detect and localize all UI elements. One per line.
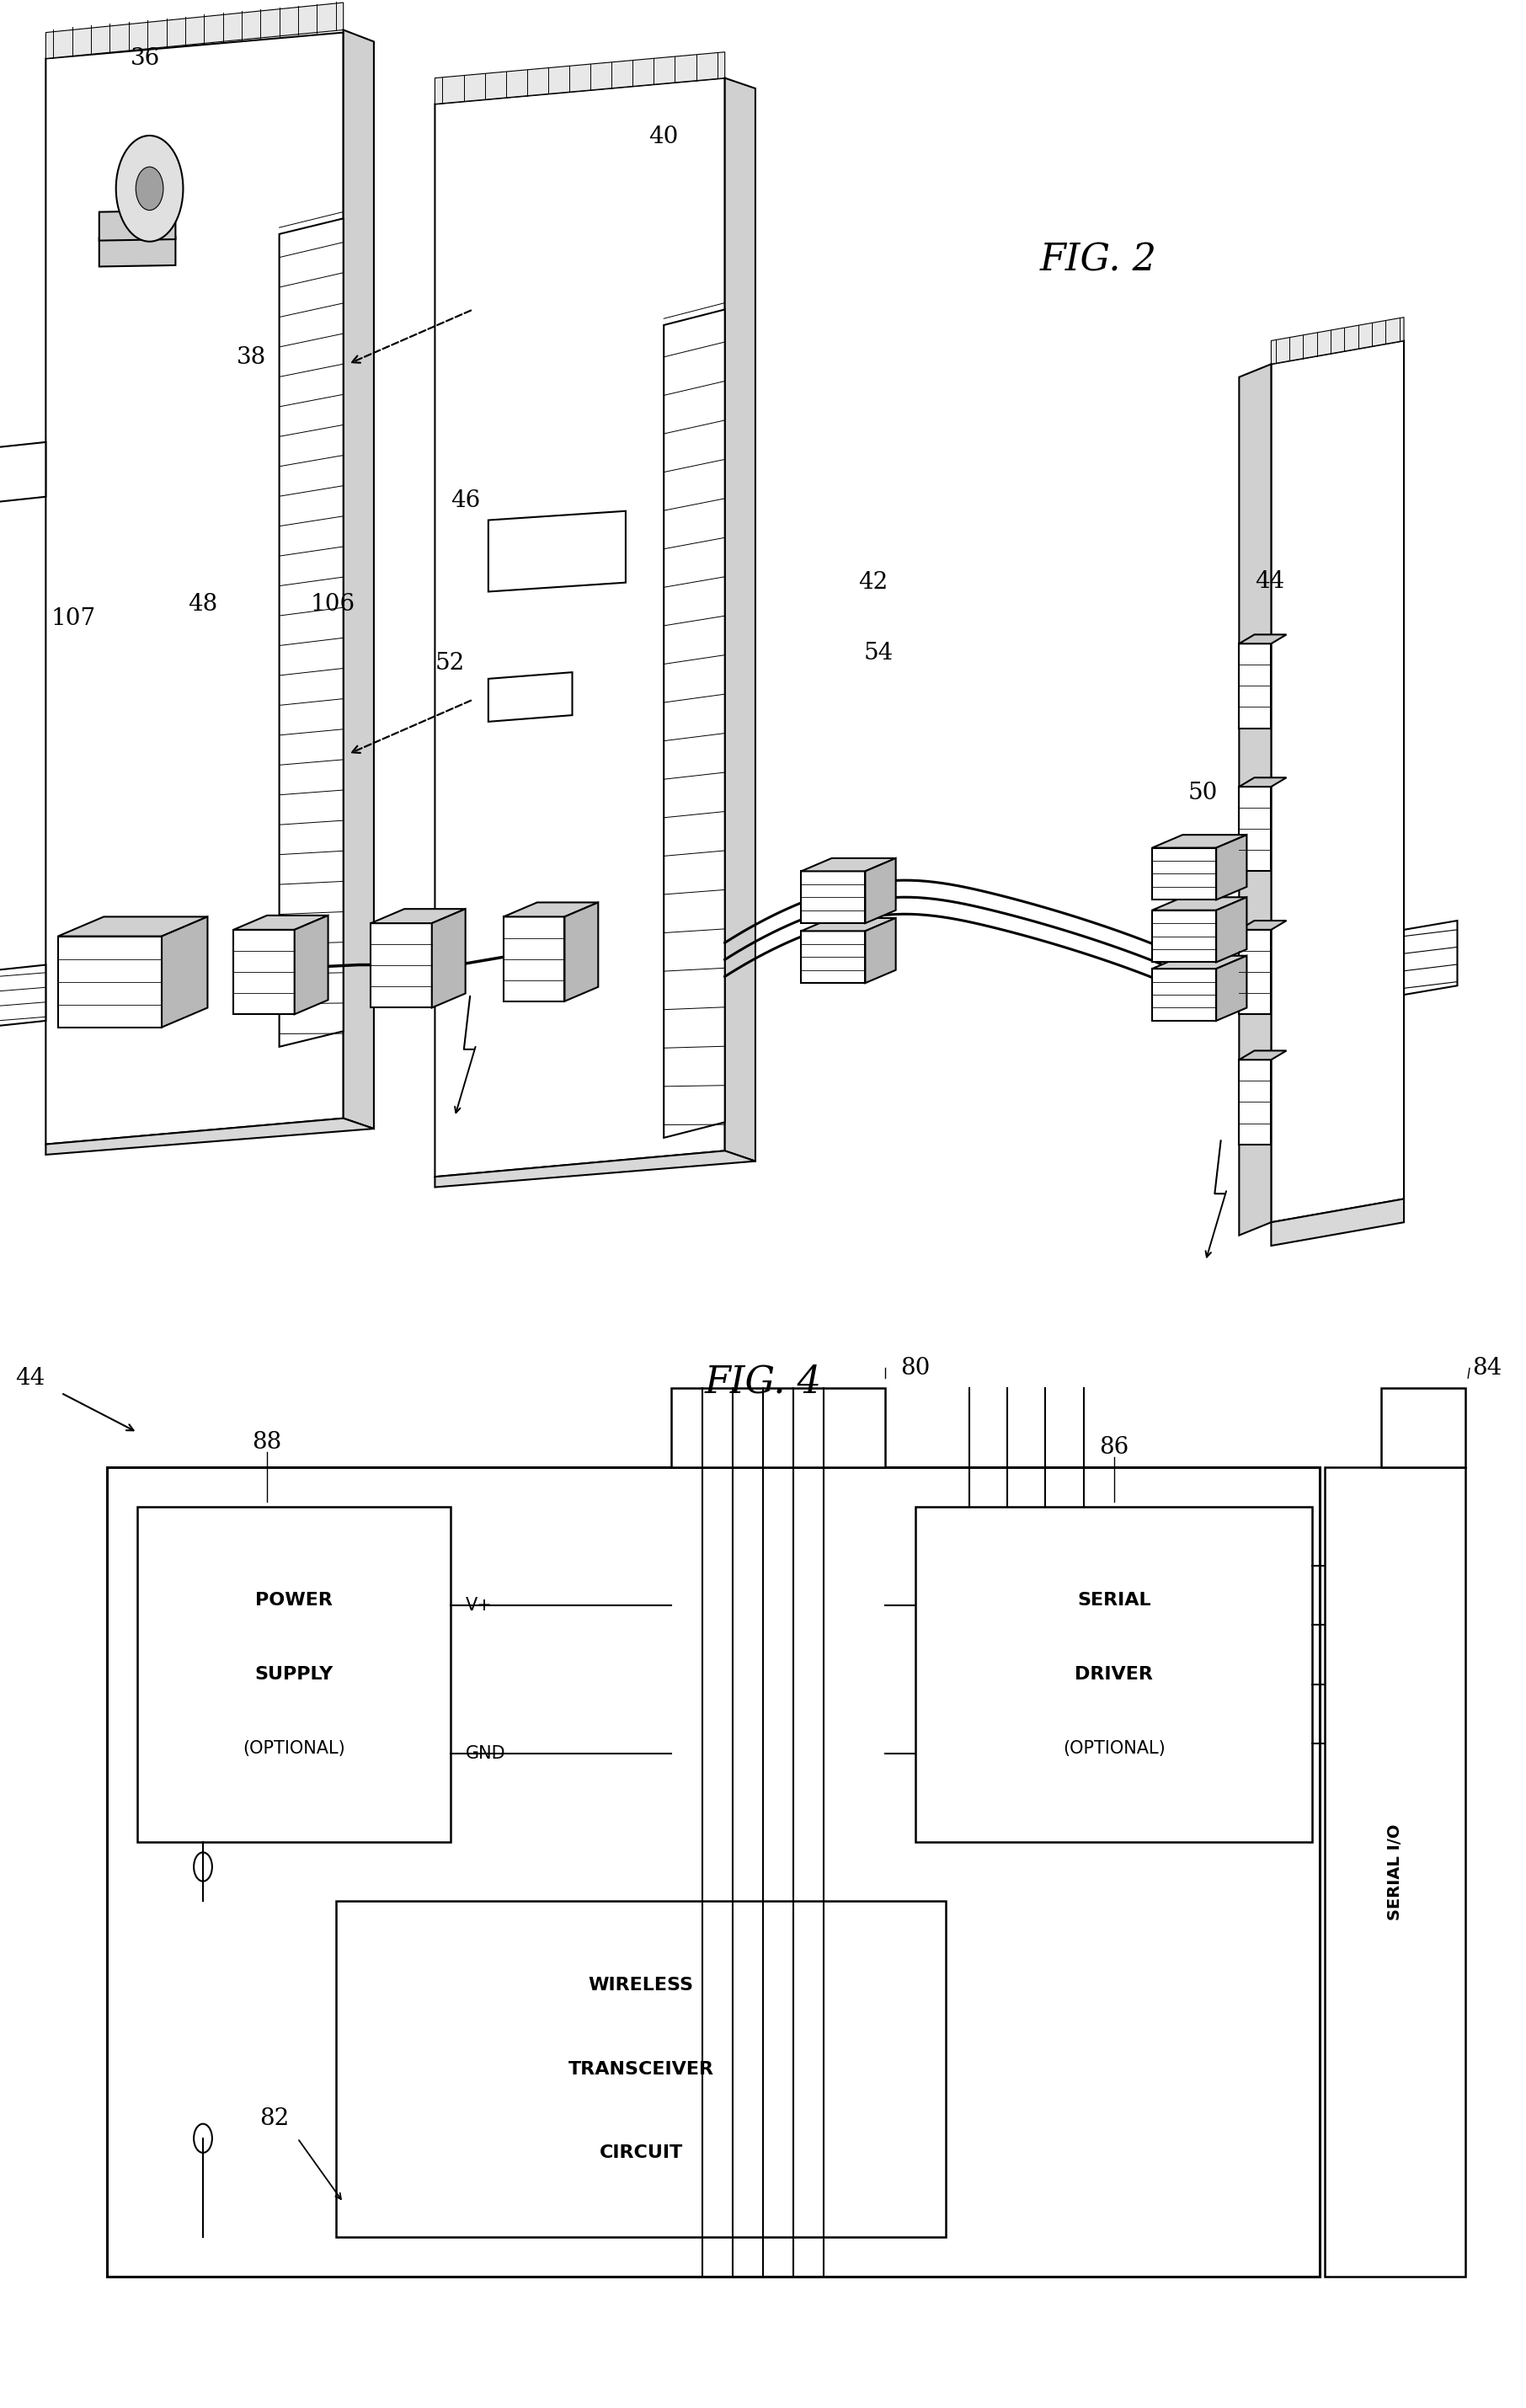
Text: SERIAL: SERIAL: [1077, 1592, 1151, 1609]
Polygon shape: [0, 443, 46, 501]
Polygon shape: [371, 922, 432, 1007]
Text: 107: 107: [50, 607, 96, 631]
Text: 48: 48: [188, 592, 218, 616]
Bar: [916, 1507, 1312, 1842]
Polygon shape: [504, 917, 565, 1002]
Text: CIRCUIT: CIRCUIT: [600, 2146, 682, 2162]
Polygon shape: [865, 917, 896, 982]
Text: 40: 40: [649, 125, 679, 147]
Text: 36: 36: [130, 48, 160, 70]
Text: WIRELESS: WIRELESS: [589, 1977, 693, 1994]
Polygon shape: [99, 236, 175, 267]
Polygon shape: [1216, 956, 1247, 1021]
Text: 106: 106: [310, 592, 356, 616]
Polygon shape: [1239, 364, 1271, 1235]
Polygon shape: [1216, 898, 1247, 963]
Polygon shape: [435, 53, 725, 104]
Polygon shape: [1152, 848, 1216, 901]
Polygon shape: [488, 672, 572, 722]
Polygon shape: [1271, 340, 1404, 1223]
Circle shape: [116, 135, 183, 241]
Text: 52: 52: [435, 653, 465, 674]
Polygon shape: [1404, 920, 1457, 995]
Polygon shape: [46, 1117, 374, 1156]
Text: 38: 38: [237, 347, 267, 368]
Polygon shape: [725, 77, 755, 1161]
Polygon shape: [435, 77, 725, 1178]
Bar: [1381, 1387, 1465, 1466]
Circle shape: [136, 166, 163, 209]
Text: 82: 82: [259, 2107, 288, 2131]
Polygon shape: [1239, 643, 1271, 727]
Polygon shape: [1239, 1060, 1271, 1144]
Text: (OPTIONAL): (OPTIONAL): [243, 1739, 345, 1755]
Polygon shape: [162, 917, 208, 1028]
Polygon shape: [488, 510, 626, 592]
Text: 50: 50: [1187, 783, 1218, 804]
Polygon shape: [801, 857, 896, 872]
Polygon shape: [801, 872, 865, 922]
Text: V+: V+: [465, 1597, 493, 1613]
Text: 42: 42: [858, 571, 888, 595]
Polygon shape: [0, 966, 46, 1026]
Polygon shape: [1239, 929, 1271, 1014]
Text: 44: 44: [15, 1368, 46, 1389]
Polygon shape: [99, 209, 175, 241]
Polygon shape: [1216, 836, 1247, 901]
Polygon shape: [565, 903, 598, 1002]
Polygon shape: [1152, 836, 1247, 848]
Bar: [107, 1466, 1320, 2276]
Polygon shape: [1152, 898, 1247, 910]
Polygon shape: [46, 2, 343, 58]
Polygon shape: [1239, 920, 1286, 929]
Text: 88: 88: [252, 1430, 282, 1454]
Polygon shape: [435, 1151, 755, 1187]
Text: SUPPLY: SUPPLY: [255, 1666, 333, 1683]
Text: FIG. 4: FIG. 4: [705, 1363, 821, 1399]
Polygon shape: [1239, 636, 1286, 643]
Polygon shape: [801, 932, 865, 982]
Polygon shape: [865, 857, 896, 922]
Polygon shape: [504, 903, 598, 917]
Polygon shape: [58, 937, 162, 1028]
Polygon shape: [1152, 956, 1247, 968]
Bar: [336, 1902, 946, 2237]
Polygon shape: [1239, 787, 1271, 872]
Text: FIG. 2: FIG. 2: [1041, 241, 1157, 279]
Polygon shape: [46, 31, 343, 1144]
Text: POWER: POWER: [255, 1592, 333, 1609]
Polygon shape: [801, 917, 896, 932]
Polygon shape: [58, 917, 208, 937]
Polygon shape: [1271, 318, 1404, 364]
Bar: [671, 1387, 885, 1466]
Polygon shape: [432, 908, 465, 1007]
Polygon shape: [233, 915, 328, 929]
Text: 84: 84: [1473, 1356, 1502, 1380]
Polygon shape: [664, 311, 725, 1137]
Polygon shape: [1152, 910, 1216, 963]
Polygon shape: [295, 915, 328, 1014]
Polygon shape: [279, 219, 343, 1047]
Text: (OPTIONAL): (OPTIONAL): [1062, 1739, 1166, 1755]
Polygon shape: [233, 929, 295, 1014]
Polygon shape: [1271, 1199, 1404, 1245]
Polygon shape: [343, 29, 374, 1129]
Text: TRANSCEIVER: TRANSCEIVER: [568, 2061, 714, 2078]
Text: 46: 46: [450, 489, 481, 513]
Text: 54: 54: [864, 641, 894, 665]
Polygon shape: [1152, 968, 1216, 1021]
Polygon shape: [1239, 778, 1286, 787]
Polygon shape: [1239, 1050, 1286, 1060]
Polygon shape: [371, 908, 465, 922]
Text: 86: 86: [1099, 1435, 1129, 1459]
Bar: [1325, 1466, 1465, 2276]
Text: 80: 80: [900, 1356, 931, 1380]
Text: DRIVER: DRIVER: [1074, 1666, 1154, 1683]
Bar: [137, 1507, 450, 1842]
Text: GND: GND: [465, 1746, 505, 1763]
Text: 44: 44: [1254, 571, 1285, 592]
Text: SERIAL I/O: SERIAL I/O: [1387, 1823, 1402, 1919]
